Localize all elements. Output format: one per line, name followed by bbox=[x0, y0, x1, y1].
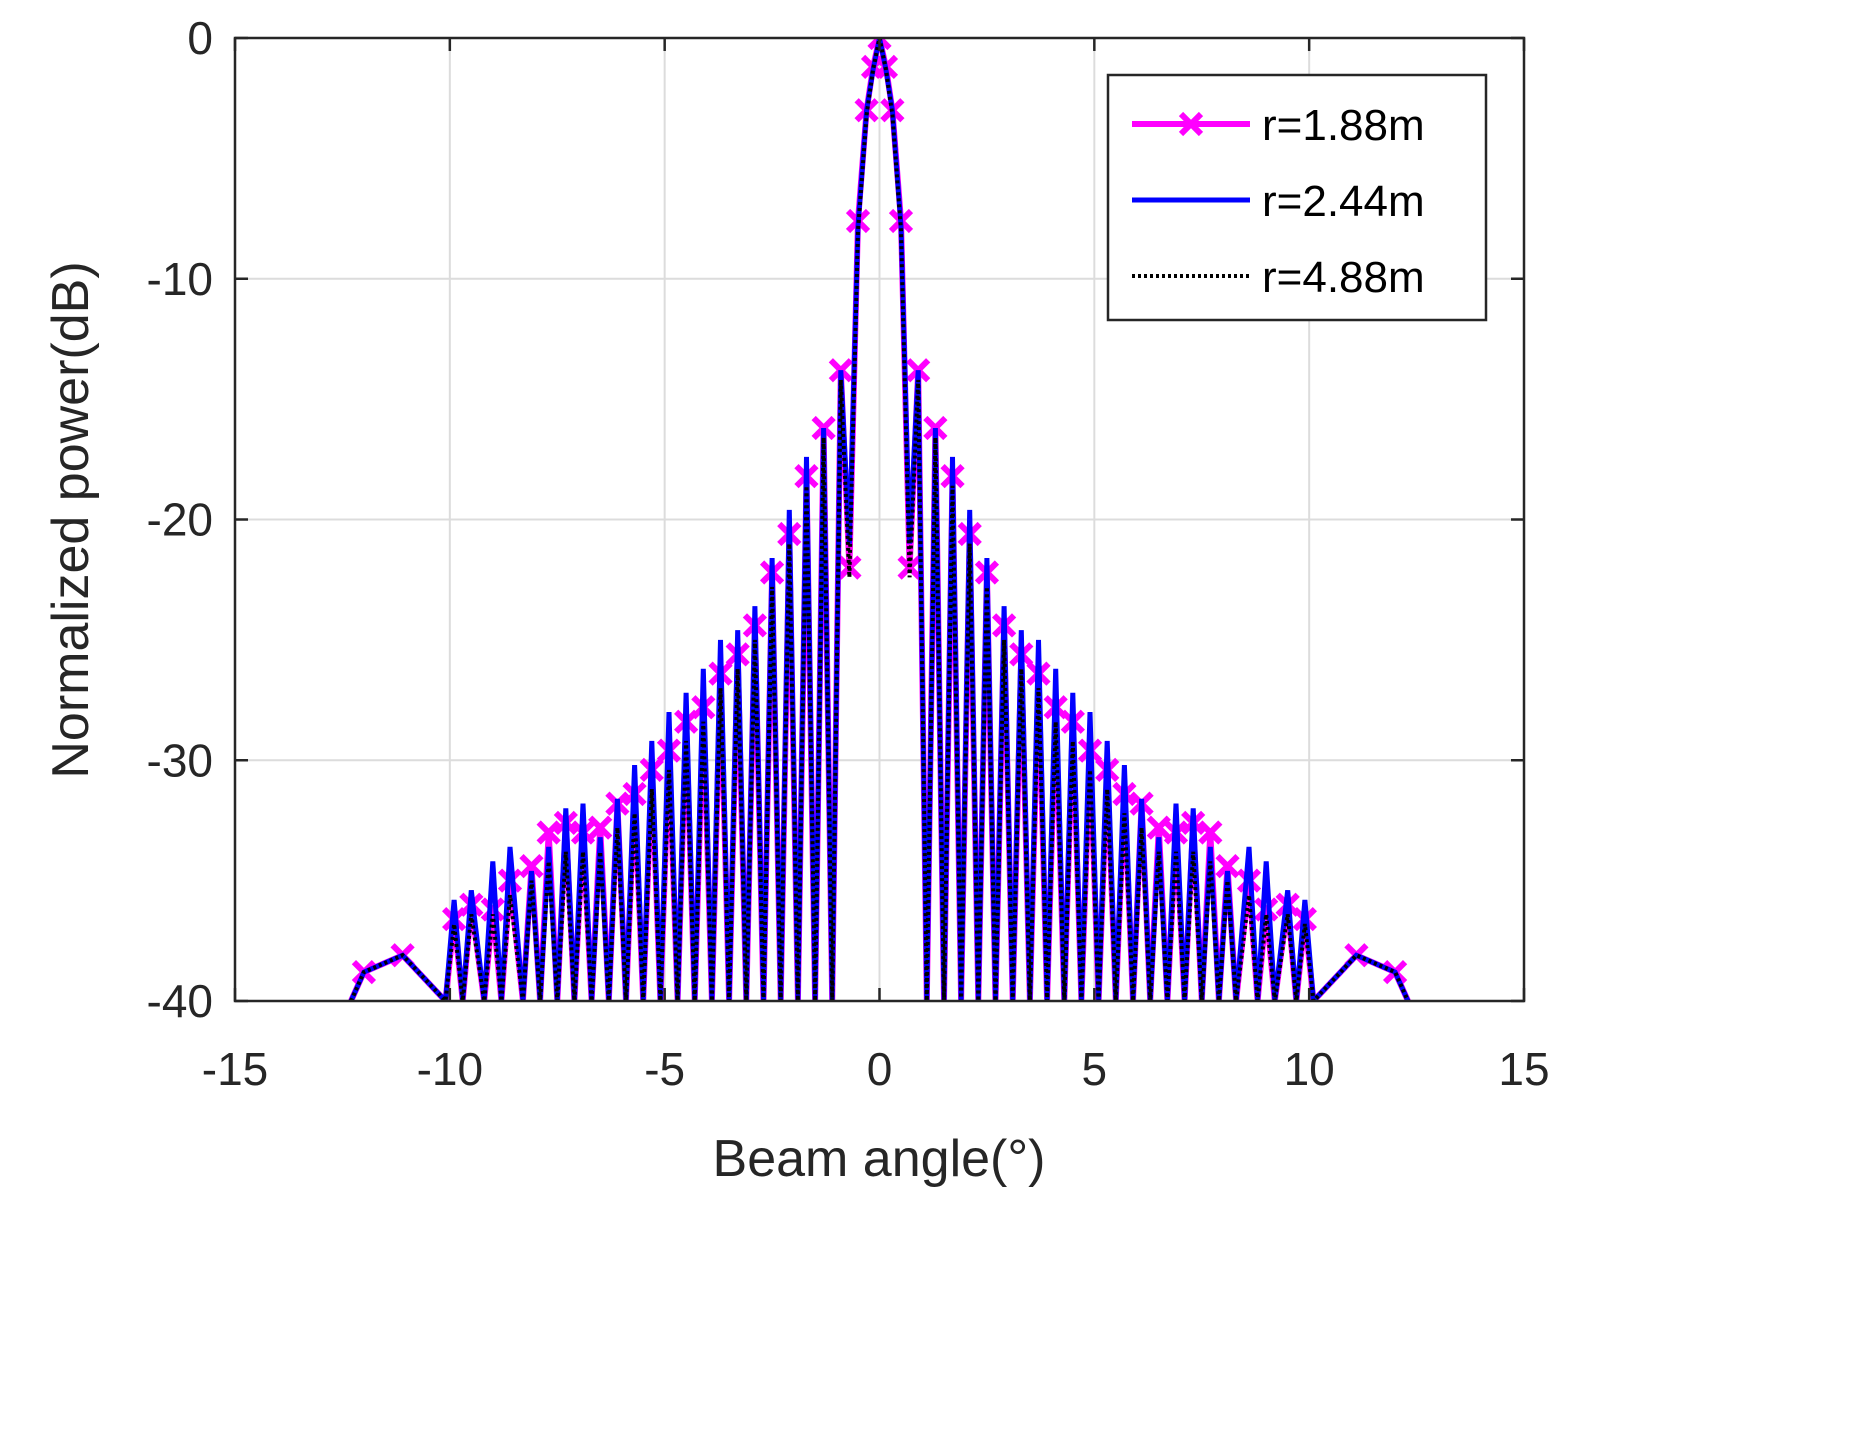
line-chart: -15 -10 -5 0 5 10 15 0 -10 -20 -30 -40 Beam angle(°… bbox=[42, 12, 1550, 1188]
y-axis-label: Normalized power(dB) bbox=[42, 261, 100, 778]
x-tick-label: 5 bbox=[1082, 1043, 1108, 1095]
x-tick-label: 15 bbox=[1498, 1043, 1549, 1095]
y-tick-label: -30 bbox=[147, 734, 213, 786]
series-marker bbox=[1146, 815, 1171, 840]
y-tick-label: -20 bbox=[147, 494, 213, 546]
series-marker bbox=[536, 820, 561, 845]
series-marker bbox=[519, 854, 544, 879]
series-marker bbox=[1198, 820, 1223, 845]
series-layer bbox=[348, 38, 1411, 1001]
chart-root: -15 -10 -5 0 5 10 15 0 -10 -20 -30 -40 Beam angle(°… bbox=[42, 12, 1550, 1188]
y-tick-label: -40 bbox=[147, 975, 213, 1027]
series-marker bbox=[480, 897, 505, 922]
x-tick-label: 0 bbox=[867, 1043, 893, 1095]
series-marker bbox=[1215, 854, 1240, 879]
legend-marker-0 bbox=[1178, 111, 1204, 137]
x-tick-label: -10 bbox=[417, 1043, 483, 1095]
ticks bbox=[233, 36, 1526, 1003]
series-marker bbox=[897, 555, 922, 580]
x-tick-label: -5 bbox=[644, 1043, 685, 1095]
legend-label-1: r=2.44m bbox=[1262, 177, 1425, 226]
series-marker bbox=[867, 38, 892, 51]
legend: r=1.88m r=2.44m r=4.88m bbox=[1106, 73, 1488, 322]
series-marker bbox=[588, 815, 613, 840]
x-tick-label: -15 bbox=[202, 1043, 268, 1095]
tick-labels: -15 -10 -5 0 5 10 15 0 -10 -20 -30 -40 bbox=[147, 12, 1550, 1095]
legend-label-2: r=4.88m bbox=[1262, 253, 1425, 302]
y-tick-label: -10 bbox=[147, 253, 213, 305]
legend-label-0: r=1.88m bbox=[1262, 101, 1425, 150]
x-tick-label: 10 bbox=[1284, 1043, 1335, 1095]
x-axis-label: Beam angle(°) bbox=[713, 1130, 1046, 1188]
series-marker bbox=[1254, 897, 1279, 922]
y-tick-label: 0 bbox=[187, 12, 213, 64]
